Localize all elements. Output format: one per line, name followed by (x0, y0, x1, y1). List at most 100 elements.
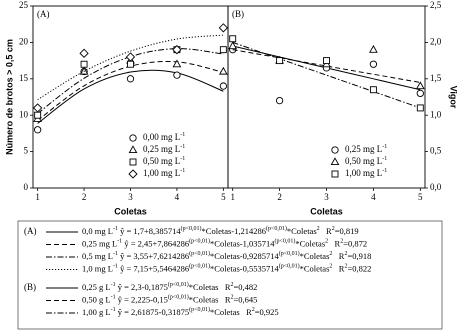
equation-superscript: (p<0,01) (168, 281, 189, 288)
equation-text: *Coletas-1,214286 (202, 226, 266, 236)
x-tick-label: 5 (418, 192, 423, 202)
y-axis-label: Vigor (449, 86, 459, 109)
marker-triangle (415, 81, 425, 90)
x-tick-label: 3 (128, 192, 133, 202)
legend-name: 1,00 mg L (143, 168, 180, 178)
fit-line (37, 34, 224, 101)
legend-entry: 1,00 mg L-1 (345, 168, 387, 178)
equation-text: ŷ = 2,45+7,864286 (122, 238, 189, 248)
equation-superscript: -1 (113, 226, 118, 232)
marker-square (323, 57, 330, 65)
equation-superscript: (p<0,01) (189, 263, 210, 270)
equation-superscript: -1 (111, 295, 116, 301)
x-tick-label: 4 (371, 192, 376, 202)
y-tick-label: 5 (24, 146, 29, 156)
x-tick-label: 2 (82, 192, 87, 202)
equation-superscript: 2 (252, 307, 255, 313)
legend-unit-sup: -1 (180, 168, 185, 174)
marker-square (331, 170, 339, 178)
marker-triangle (330, 157, 340, 166)
equation-superscript: (p<0,01) (275, 238, 296, 245)
x-axis-label: Coletas (114, 206, 147, 216)
marker-triangle (128, 145, 138, 154)
legend-unit-sup: -1 (180, 132, 185, 138)
y-tick-label: 2,0 (430, 36, 442, 46)
plot-frame (227, 5, 426, 189)
x-tick-label: 2 (277, 192, 282, 202)
equation-superscript: 2 (340, 239, 343, 245)
equation-superscript: 2 (344, 251, 347, 257)
marker-circle (126, 75, 135, 83)
equation-group-label: (A) (24, 226, 37, 236)
equation-superscript: 2 (231, 295, 234, 301)
legend-name: 0,50 mg L (345, 156, 382, 166)
marker-circle (416, 89, 424, 98)
legend-name: 1,00 mg L (345, 168, 382, 178)
equation-text: 0,0 mg L (82, 226, 113, 236)
marker-circle (369, 60, 378, 68)
equation-text: *Coletas-1,035714 (210, 238, 275, 248)
marker-diamond (218, 23, 228, 33)
equation-text: *Coletas R (189, 294, 231, 304)
x-axis-label: Coletas (310, 206, 343, 216)
equation-text: ŷ = 2,225-0,15 (116, 294, 168, 304)
equation: 0,25 g L-1 ŷ = 2,3-0,1875(p<0,01)*Coleta… (82, 281, 257, 292)
equation-text: *Coletas-0,9285714 (210, 251, 279, 261)
marker-square (229, 35, 237, 43)
legend-name: 0,00 mg L (143, 132, 180, 142)
y-tick-label: 20 (19, 36, 29, 46)
equation-text: =0,872 (343, 238, 367, 248)
equation-superscript: 2 (325, 239, 328, 245)
equation-text: *Coletas (300, 251, 330, 261)
equation-superscript: (p<0,01) (181, 225, 202, 232)
equation-text: =0,918 (347, 251, 371, 261)
fit-line (232, 41, 421, 109)
legend-entry: 1,00 mg L-1 (143, 168, 185, 178)
x-tick-label: 3 (324, 192, 329, 202)
x-tick-label: 5 (221, 192, 226, 202)
equation-text: 1,0 mg L (82, 263, 113, 273)
equation-superscript: -1 (111, 282, 116, 288)
marker-triangle (218, 66, 228, 75)
legend-unit-sup: -1 (382, 156, 387, 162)
equation-superscript: (p<0,01) (189, 250, 210, 257)
equation-text: 0,50 g L (82, 294, 111, 304)
equation: 0,25 mg L-1 ŷ = 2,45+7,864286(p<0,01)*Co… (82, 238, 367, 249)
legend-unit-sup: -1 (382, 144, 387, 150)
y-tick-label: 0 (24, 182, 29, 192)
equation: 0,0 mg L-1 ŷ = 1,7+8,385714(p<0,01)*Cole… (82, 225, 359, 236)
legend-name: 0,50 mg L (143, 156, 180, 166)
marker-square (219, 46, 227, 54)
equation-text: ŷ = 2,61875-0,31875 (116, 307, 190, 317)
fit-line (232, 49, 421, 83)
equation-text: R (332, 263, 344, 273)
fit-line (37, 48, 224, 114)
equation-superscript: -1 (113, 251, 118, 257)
equation-text: =0,822 (347, 263, 371, 273)
equation-superscript: (p<0,01) (189, 306, 210, 313)
equation-superscript: (p<0,01) (266, 225, 287, 232)
equation-text: *Coletas R (189, 282, 231, 292)
equation-superscript: (p<0,01) (168, 294, 189, 301)
equation-superscript: -1 (113, 264, 118, 270)
legend-unit-sup: -1 (382, 168, 387, 174)
equation: 0,5 mg L-1 ŷ = 3,55+7,6214286(p<0,01)*Co… (82, 250, 371, 261)
fit-line (37, 69, 224, 124)
marker-square (80, 60, 88, 68)
equation-text: =0,819 (335, 226, 359, 236)
equation-text: *Coletas-0,5535714 (210, 263, 279, 273)
marker-circle (331, 146, 339, 154)
y-tick-label: 15 (19, 73, 29, 83)
marker-diamond (33, 103, 43, 113)
marker-square (34, 111, 42, 119)
equation: 0,50 g L-1 ŷ = 2,225-0,15(p<0,01)*Coleta… (82, 294, 257, 305)
equation-superscript: -1 (111, 307, 116, 313)
equation-text: R (328, 238, 340, 248)
equation-superscript: 2 (329, 251, 332, 257)
y-tick-label: 0,5 (430, 146, 442, 156)
marker-circle (275, 96, 284, 105)
equation-superscript: (p<0,01) (279, 263, 300, 270)
equation-superscript: (p<0,01) (279, 250, 300, 257)
marker-circle (219, 82, 228, 90)
